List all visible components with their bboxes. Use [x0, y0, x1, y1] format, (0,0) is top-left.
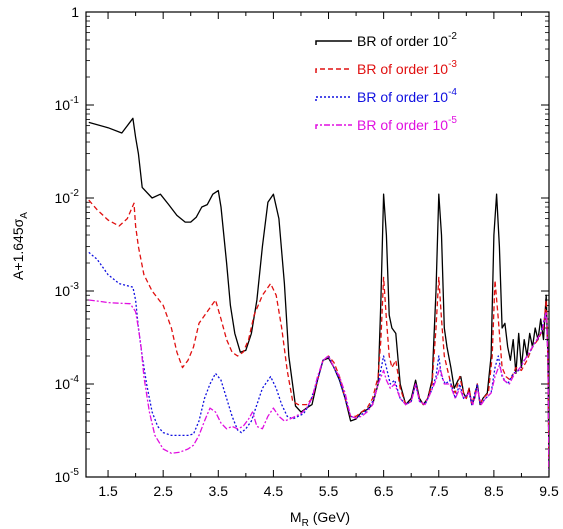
- legend-label: BR of order 10-5: [357, 115, 457, 133]
- x-tick-labels: 1.5 2.5 3.5 4.5 5.5 6.5 7.5 8.5 9.5: [98, 483, 559, 499]
- y-tick-label: 10-1: [55, 95, 80, 113]
- legend-label: BR of order 10-4: [357, 87, 457, 105]
- series-line-4: [88, 299, 549, 470]
- y-tick-label: 10-4: [55, 374, 80, 392]
- x-axis-title: MR (GeV): [290, 509, 350, 529]
- y-tick-label: 1: [71, 4, 79, 20]
- legend-label: BR of order 10-3: [357, 59, 457, 77]
- axis-ticks: [86, 11, 550, 478]
- x-tick-label: 1.5: [98, 483, 118, 499]
- legend: BR of order 10-2 BR of order 10-3 BR of or…: [315, 31, 457, 133]
- series-line-2: [88, 199, 549, 470]
- legend-swatch: [315, 96, 352, 101]
- y-tick-labels: 1 10-1 10-2 10-3 10-4 10-5: [55, 4, 80, 485]
- x-tick-label: 4.5: [264, 483, 284, 499]
- x-tick-label: 3.5: [209, 483, 229, 499]
- x-tick-label: 8.5: [484, 483, 504, 499]
- x-tick-label: 2.5: [153, 483, 173, 499]
- x-tick-label: 5.5: [319, 483, 339, 499]
- legend-swatch: [315, 40, 352, 45]
- series-line-3: [88, 251, 549, 470]
- x-tick-label: 7.5: [429, 483, 449, 499]
- plot-frame: [85, 11, 550, 478]
- x-tick-label: 6.5: [374, 483, 394, 499]
- series-line-1: [88, 117, 549, 470]
- y-tick-label: 10-2: [55, 188, 80, 206]
- legend-swatch: [315, 68, 352, 73]
- legend-label: BR of order 10-2: [357, 31, 457, 49]
- legend-swatch: [315, 124, 352, 129]
- y-axis-title: A+1.645σA: [10, 212, 30, 280]
- y-tick-label: 10-3: [55, 281, 80, 299]
- series-lines: [88, 117, 549, 470]
- y-tick-label: 10-5: [55, 467, 80, 485]
- x-tick-label: 9.5: [539, 483, 559, 499]
